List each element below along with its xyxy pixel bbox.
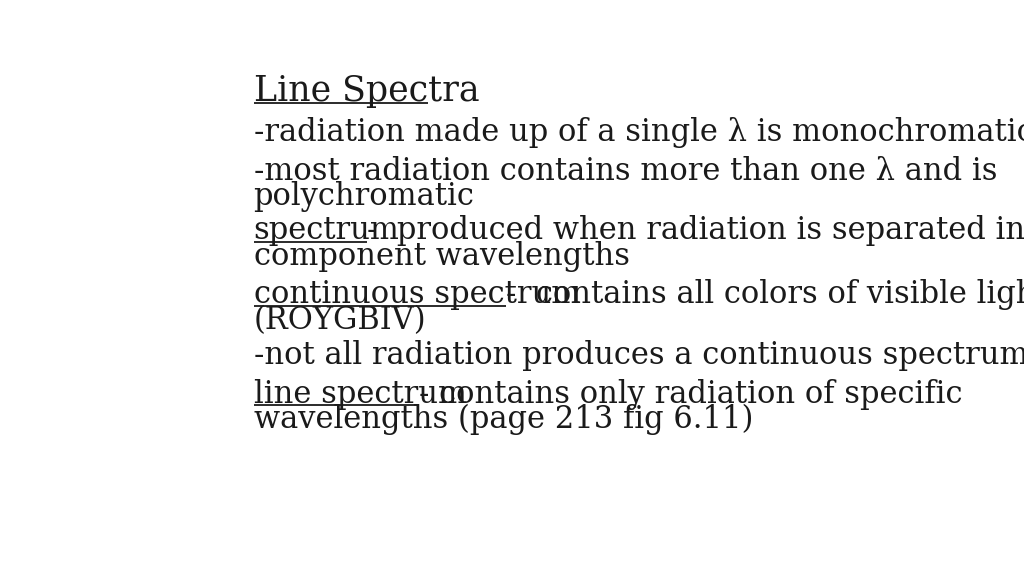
Text: (ROYGBIV): (ROYGBIV)	[254, 305, 426, 336]
Text: -  produced when radiation is separated into: - produced when radiation is separated i…	[367, 215, 1024, 247]
Text: -  contains all colors of visible light: - contains all colors of visible light	[507, 279, 1024, 310]
Text: -radiation made up of a single λ is monochromatic: -radiation made up of a single λ is mono…	[254, 117, 1024, 147]
Text: polychromatic: polychromatic	[254, 181, 474, 213]
Text: line spectrum: line spectrum	[254, 378, 467, 410]
Text: -not all radiation produces a continuous spectrum: -not all radiation produces a continuous…	[254, 340, 1024, 371]
Text: wavelengths (page 213 fig 6.11): wavelengths (page 213 fig 6.11)	[254, 404, 753, 435]
Text: component wavelengths: component wavelengths	[254, 241, 630, 272]
Text: - contains only radiation of specific: - contains only radiation of specific	[419, 378, 963, 410]
Text: -most radiation contains more than one λ and is: -most radiation contains more than one λ…	[254, 156, 997, 187]
Text: continuous spectrum: continuous spectrum	[254, 279, 580, 310]
Text: spectrum: spectrum	[254, 215, 399, 247]
Text: Line Spectra: Line Spectra	[254, 74, 479, 108]
